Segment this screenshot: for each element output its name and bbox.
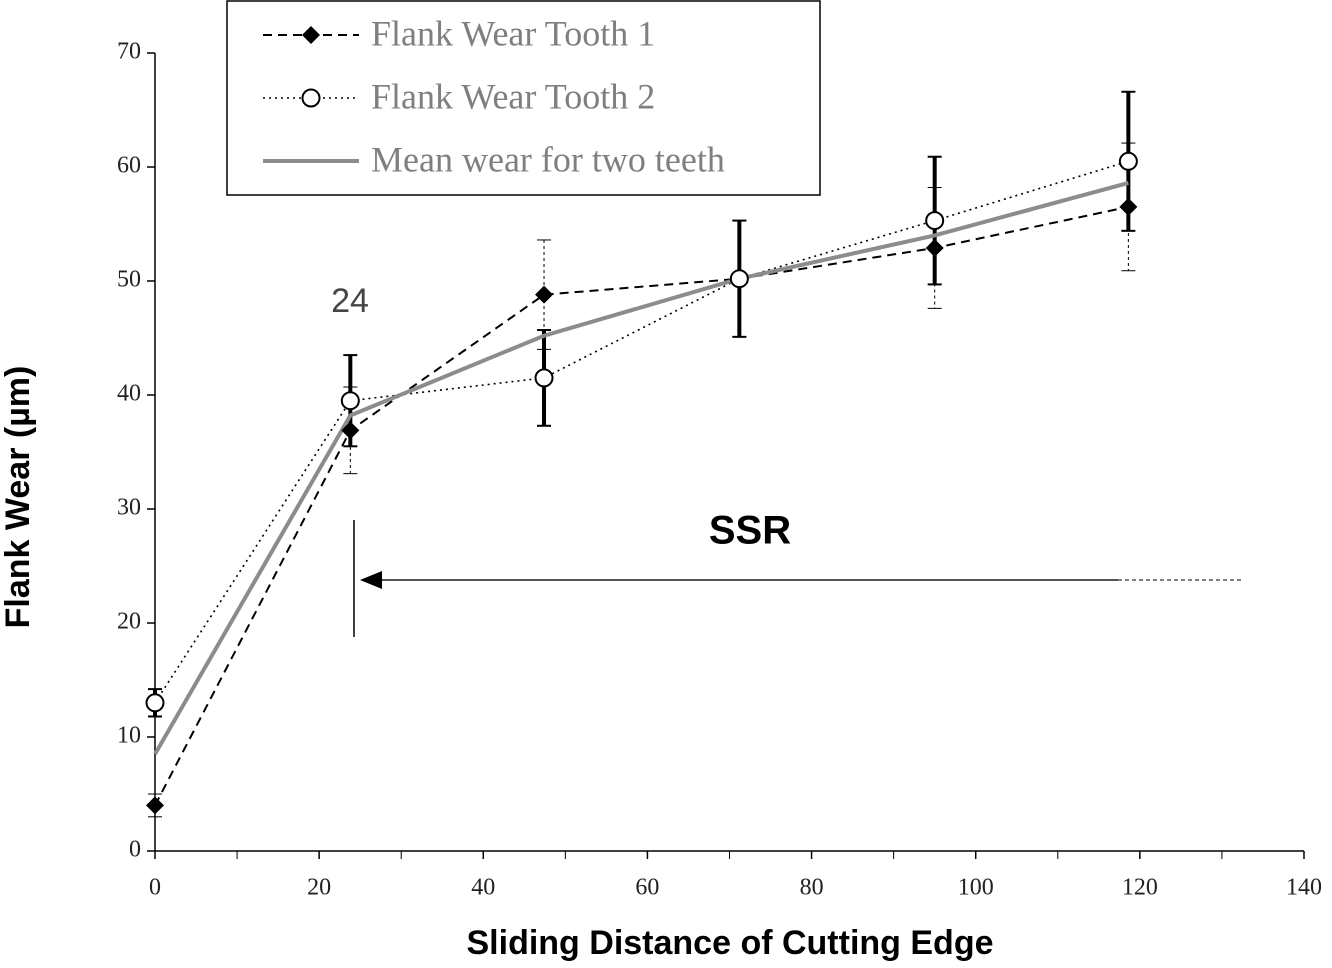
legend-label: Flank Wear Tooth 2 <box>371 76 655 116</box>
y-tick-label: 0 <box>129 837 141 863</box>
circle-marker <box>301 88 321 108</box>
circle-marker <box>534 368 554 388</box>
y-tick-label: 10 <box>117 723 141 749</box>
legend-label: Mean wear for two teeth <box>371 139 725 179</box>
series-line <box>154 160 1129 704</box>
y-tick-label: 40 <box>117 381 141 407</box>
x-axis-title: Sliding Distance of Cutting Edge <box>467 924 994 962</box>
diamond-marker <box>341 421 360 440</box>
y-tick-label: 50 <box>117 267 141 293</box>
circle-marker <box>925 211 945 231</box>
x-tick-label: 20 <box>307 875 331 901</box>
x-tick-label: 80 <box>800 875 824 901</box>
y-tick-label: 70 <box>117 39 141 65</box>
circle-marker <box>145 693 165 713</box>
circle-marker <box>340 391 360 411</box>
diamond-marker <box>535 285 554 304</box>
x-tick-label: 40 <box>471 875 495 901</box>
circle-marker <box>729 269 749 289</box>
y-tick-label: 20 <box>117 609 141 635</box>
annotation: SSR <box>709 509 791 553</box>
diamond-marker <box>146 796 164 815</box>
series-line <box>154 205 1129 806</box>
x-tick-label: 100 <box>958 875 994 901</box>
diamond-marker <box>302 26 320 44</box>
series-line <box>153 181 1129 756</box>
annotation: 24 <box>331 282 369 320</box>
x-tick-label: 120 <box>1122 875 1158 901</box>
x-tick-label: 0 <box>149 875 161 901</box>
arrow-head <box>360 571 382 589</box>
y-axis-title: Flank Wear (µm) <box>0 366 37 629</box>
x-tick-label: 140 <box>1286 875 1322 901</box>
x-tick-label: 60 <box>635 875 659 901</box>
y-tick-label: 30 <box>117 495 141 521</box>
legend-label: Flank Wear Tooth 1 <box>371 13 655 53</box>
circle-marker <box>1118 151 1138 171</box>
diamond-marker <box>925 238 944 257</box>
y-tick-label: 60 <box>117 153 141 179</box>
diamond-marker <box>1119 197 1138 216</box>
